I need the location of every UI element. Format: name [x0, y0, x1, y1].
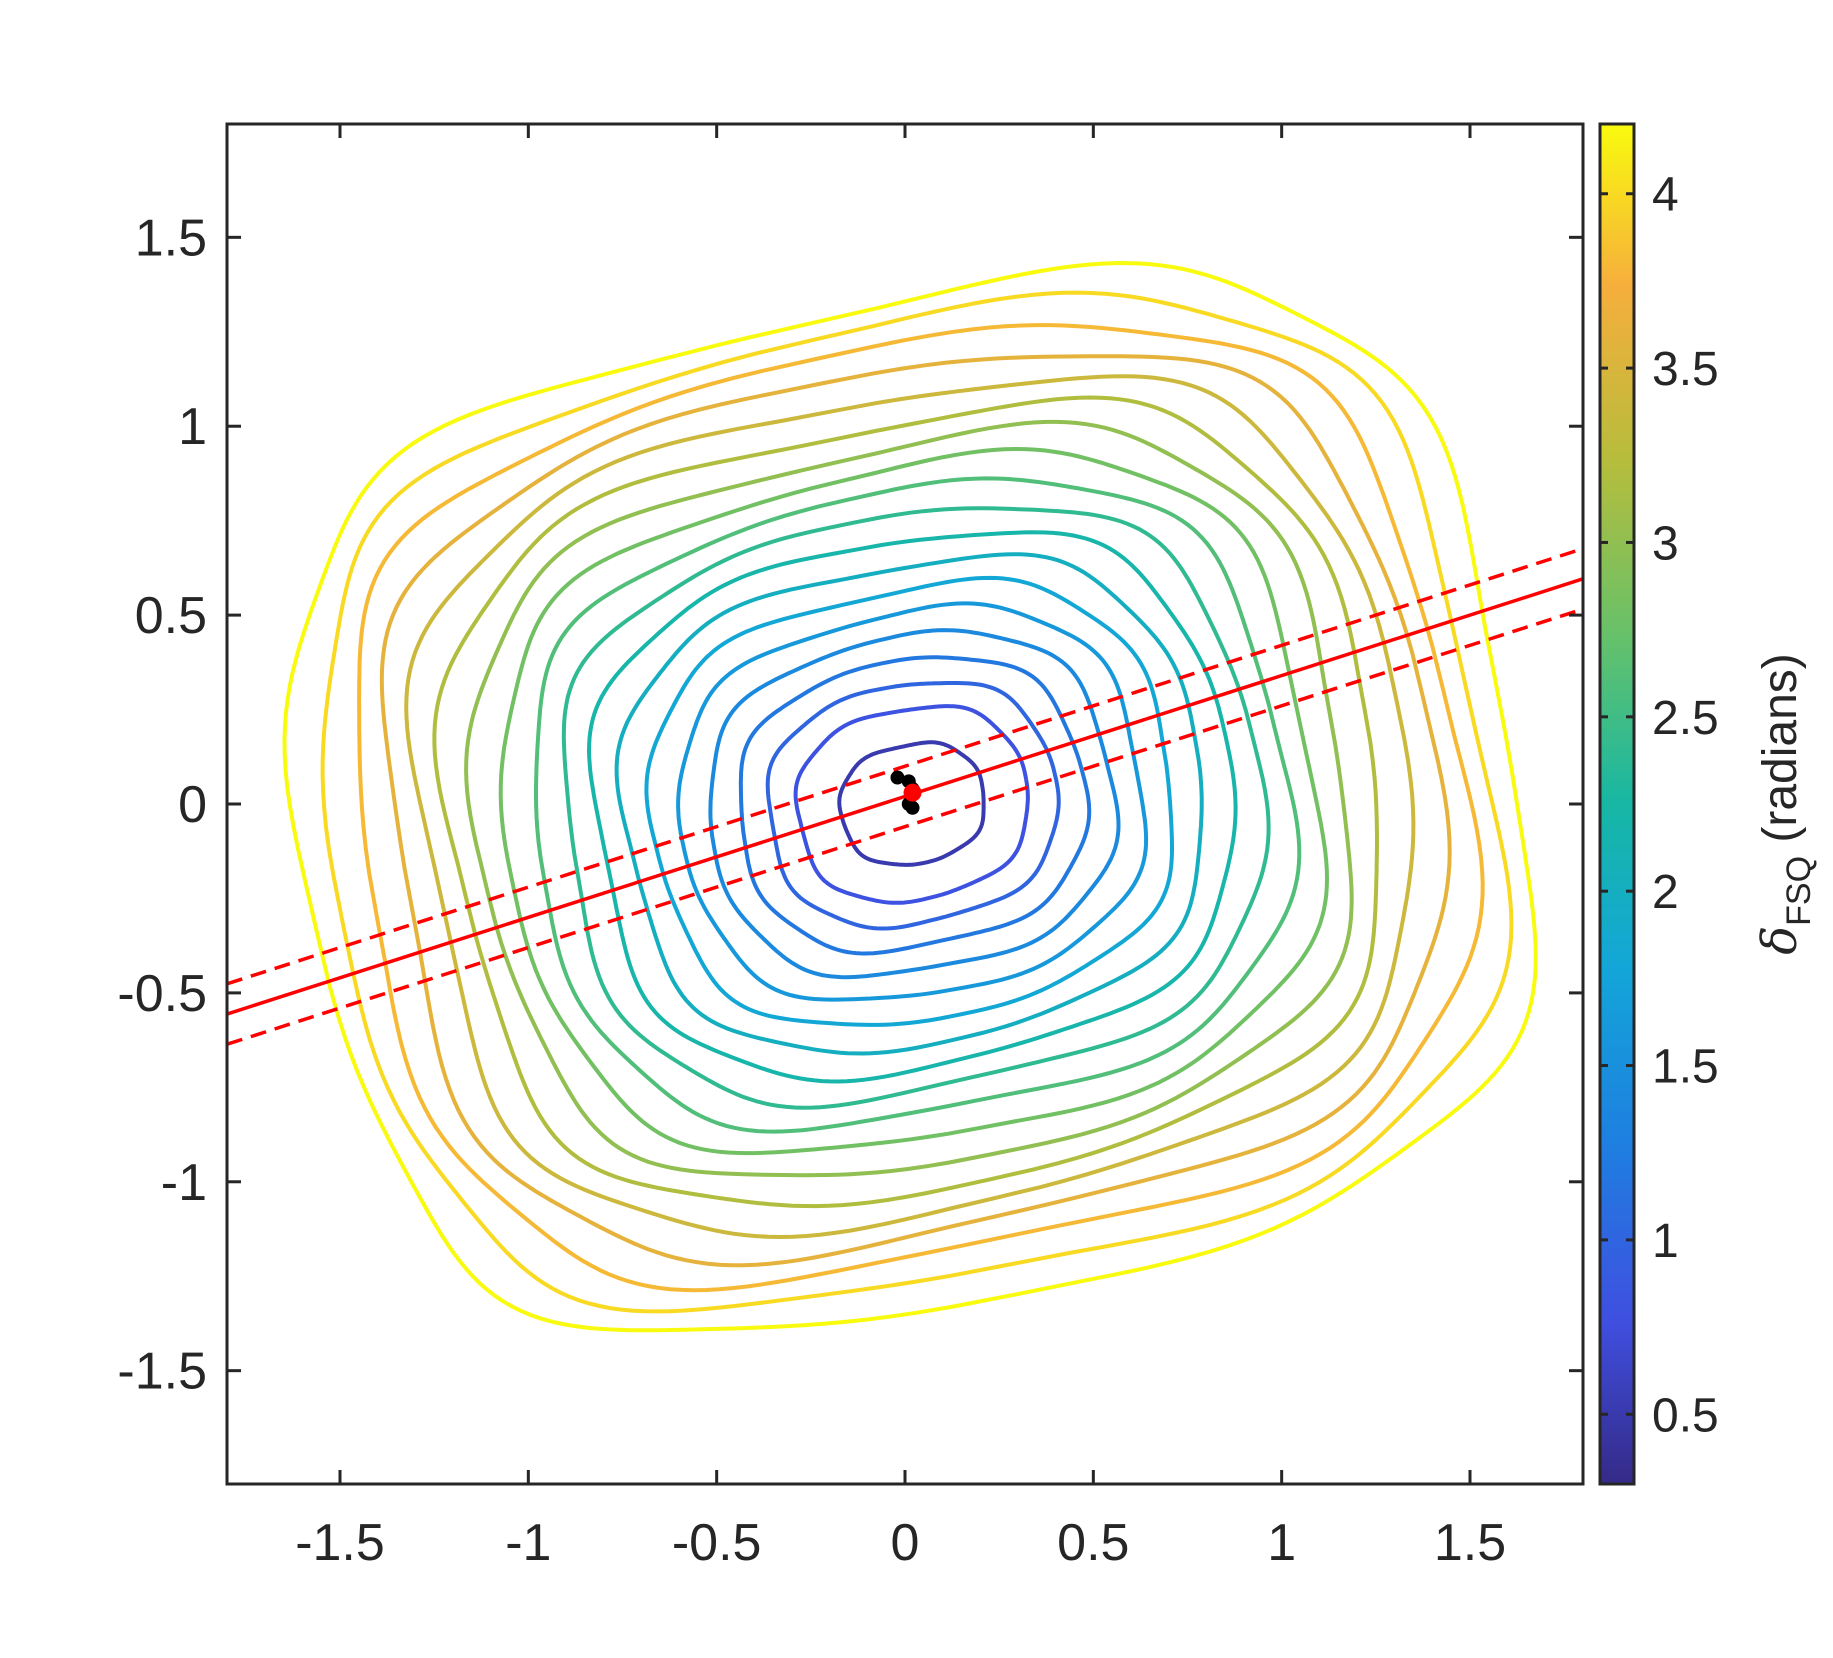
colorbar-label: δFSQ (radians): [1752, 653, 1818, 955]
colorbar-tick-label: 2.5: [1652, 692, 1719, 745]
contour-level-line: [765, 681, 1061, 931]
y-tick-label: 0: [178, 776, 207, 834]
data-point-red: [903, 783, 922, 802]
colorbar-tick-label: 1: [1652, 1215, 1679, 1268]
x-tick-label: -1: [505, 1514, 551, 1572]
contour-level-line: [404, 374, 1416, 1240]
x-tick-label: 1.5: [1434, 1514, 1506, 1572]
colorbar-label-subscript: FSQ: [1780, 856, 1818, 926]
y-tick-label: -1.5: [117, 1343, 207, 1401]
contour-level-line: [676, 601, 1149, 1002]
contour-level-line: [320, 290, 1514, 1314]
contour-level-line: [837, 740, 986, 867]
x-axis: -1.5 -1 -0.5 0 0.5 1 1.5: [295, 124, 1506, 1572]
y-tick-label: -0.5: [117, 965, 207, 1023]
x-tick-label: 0.5: [1057, 1514, 1129, 1572]
colorbar-tick-label: 2: [1652, 866, 1679, 919]
x-tick-label: 0: [891, 1514, 920, 1572]
colorbar: [1598, 122, 1636, 1486]
colorbar-tick-label: 3.5: [1652, 343, 1719, 396]
contour-level-line: [357, 323, 1485, 1293]
contour-level-line: [738, 655, 1092, 956]
contour-level-line: [498, 446, 1330, 1156]
data-points: [890, 770, 922, 815]
colorbar-tick-label: 4: [1652, 169, 1679, 222]
contour-level-line: [644, 575, 1174, 1027]
colorbar-label-symbol: δ: [1752, 926, 1808, 955]
contour-level-line: [379, 354, 1452, 1268]
data-point-black: [905, 800, 920, 815]
y-tick-label: 1: [178, 398, 207, 456]
colorbar-label-suffix: (radians): [1754, 653, 1807, 856]
y-tick-label: 1.5: [135, 209, 207, 267]
contour-level-line: [614, 552, 1204, 1056]
x-tick-label: -1.5: [295, 1514, 385, 1572]
contour-lines: [282, 260, 1538, 1333]
x-tick-label: -0.5: [672, 1514, 762, 1572]
colorbar-tick-label: 1.5: [1652, 1041, 1719, 1094]
confidence-band-lower: [227, 607, 1583, 1046]
contour-level-line: [586, 530, 1238, 1084]
y-tick-label: 0.5: [135, 587, 207, 645]
contour-level-line: [708, 628, 1121, 980]
x-tick-label: 1: [1267, 1514, 1296, 1572]
confidence-band-upper: [227, 546, 1583, 986]
y-axis: -1.5 -1 -0.5 0 0.5 1 1.5: [117, 209, 1583, 1401]
colorbar-ticks: 0.5 1 1.5 2 2.5 3 3.5 4: [1600, 169, 1719, 1442]
contour-level-line: [432, 395, 1380, 1209]
contour-level-line: [793, 704, 1030, 905]
data-point-black: [890, 770, 905, 785]
contour-level-line: [464, 419, 1354, 1178]
contour-level-line: [282, 260, 1538, 1333]
y-tick-label: -1: [161, 1154, 207, 1212]
colorbar-tick-label: 0.5: [1652, 1389, 1719, 1442]
colorbar-tick-label: 3: [1652, 517, 1679, 570]
contour-level-line: [561, 506, 1271, 1110]
